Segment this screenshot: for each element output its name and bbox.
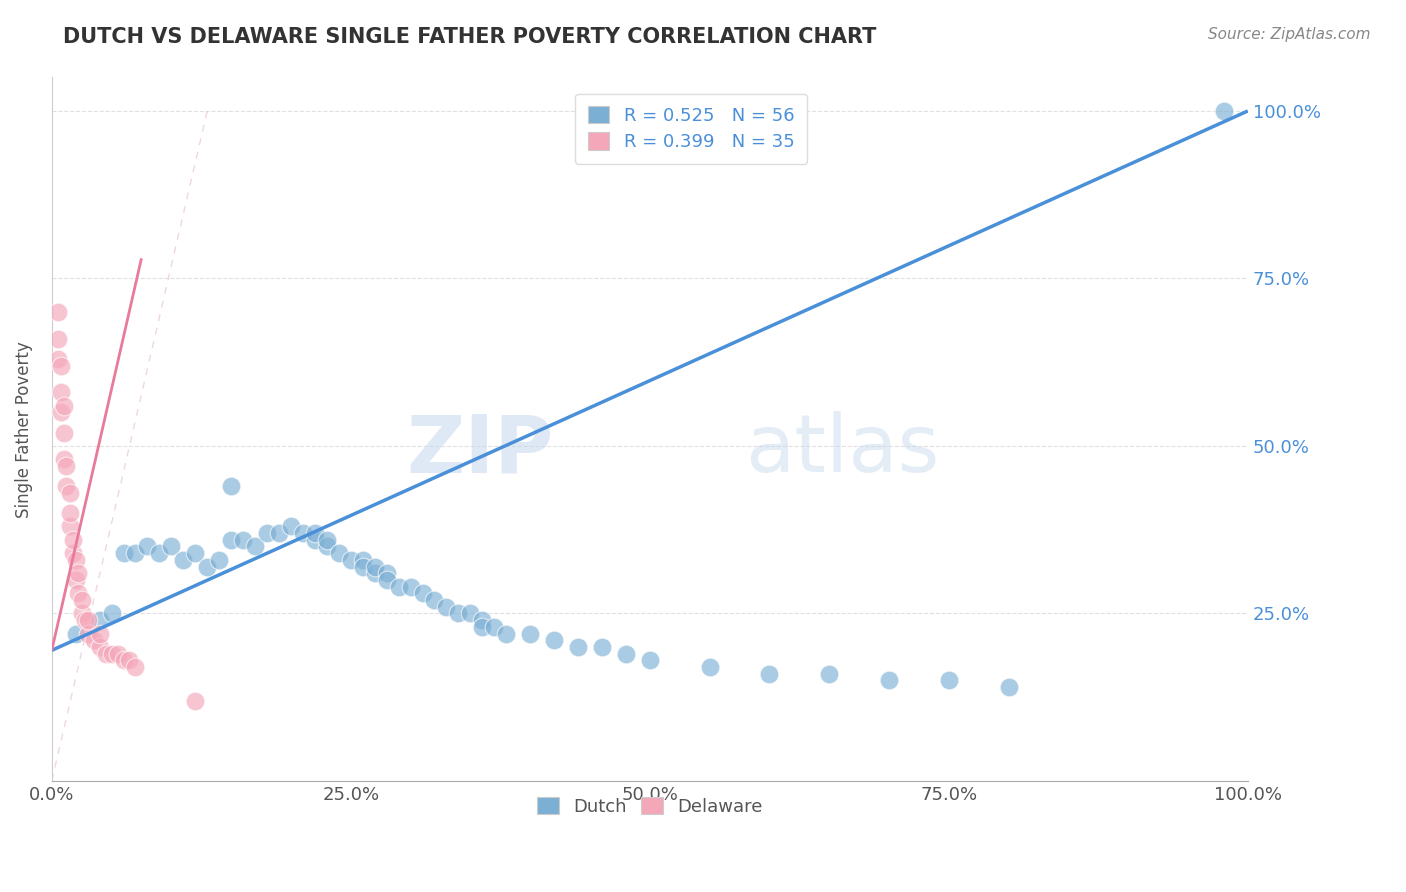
- Point: [89, 640, 111, 654]
- Point: [412, 586, 434, 600]
- Point: [567, 640, 589, 654]
- Point: [160, 540, 183, 554]
- Point: [423, 593, 446, 607]
- Point: [148, 546, 170, 560]
- Point: [55, 459, 77, 474]
- Point: [67, 586, 90, 600]
- Point: [89, 613, 111, 627]
- Point: [76, 613, 98, 627]
- Point: [339, 553, 361, 567]
- Point: [62, 546, 84, 560]
- Point: [59, 486, 82, 500]
- Point: [352, 559, 374, 574]
- Point: [1212, 103, 1234, 118]
- Point: [219, 479, 242, 493]
- Point: [699, 660, 721, 674]
- Point: [195, 559, 218, 574]
- Point: [460, 607, 482, 621]
- Point: [51, 405, 73, 419]
- Point: [519, 626, 541, 640]
- Point: [112, 653, 135, 667]
- Point: [591, 640, 613, 654]
- Point: [89, 626, 111, 640]
- Text: ZIP: ZIP: [406, 411, 554, 490]
- Point: [304, 533, 326, 547]
- Point: [70, 607, 93, 621]
- Point: [352, 553, 374, 567]
- Point: [638, 653, 661, 667]
- Point: [124, 546, 146, 560]
- Point: [65, 573, 87, 587]
- Point: [543, 633, 565, 648]
- Point: [76, 626, 98, 640]
- Legend: Dutch, Delaware: Dutch, Delaware: [529, 788, 772, 825]
- Point: [328, 546, 350, 560]
- Text: Source: ZipAtlas.com: Source: ZipAtlas.com: [1208, 27, 1371, 42]
- Point: [52, 399, 75, 413]
- Point: [208, 553, 231, 567]
- Point: [55, 479, 77, 493]
- Point: [304, 526, 326, 541]
- Point: [484, 620, 506, 634]
- Point: [65, 626, 87, 640]
- Point: [267, 526, 290, 541]
- Point: [59, 519, 82, 533]
- Point: [388, 580, 411, 594]
- Point: [447, 607, 470, 621]
- Y-axis label: Single Father Poverty: Single Father Poverty: [15, 341, 32, 517]
- Point: [70, 593, 93, 607]
- Point: [818, 666, 841, 681]
- Point: [315, 540, 337, 554]
- Point: [471, 613, 494, 627]
- Point: [363, 559, 385, 574]
- Point: [112, 546, 135, 560]
- Point: [280, 519, 302, 533]
- Point: [758, 666, 780, 681]
- Point: [938, 673, 960, 688]
- Point: [62, 533, 84, 547]
- Point: [495, 626, 517, 640]
- Point: [46, 332, 69, 346]
- Point: [52, 452, 75, 467]
- Point: [219, 533, 242, 547]
- Point: [107, 647, 129, 661]
- Point: [375, 573, 398, 587]
- Point: [172, 553, 194, 567]
- Point: [75, 613, 97, 627]
- Point: [614, 647, 637, 661]
- Point: [46, 351, 69, 366]
- Point: [315, 533, 337, 547]
- Point: [136, 540, 159, 554]
- Point: [471, 620, 494, 634]
- Text: atlas: atlas: [745, 411, 939, 490]
- Point: [46, 305, 69, 319]
- Point: [436, 599, 458, 614]
- Point: [59, 506, 82, 520]
- Point: [256, 526, 278, 541]
- Point: [184, 546, 207, 560]
- Point: [100, 607, 122, 621]
- Point: [232, 533, 254, 547]
- Point: [67, 566, 90, 581]
- Point: [877, 673, 900, 688]
- Point: [243, 540, 266, 554]
- Point: [291, 526, 314, 541]
- Point: [51, 385, 73, 400]
- Point: [100, 647, 122, 661]
- Point: [399, 580, 422, 594]
- Point: [184, 693, 207, 707]
- Point: [118, 653, 141, 667]
- Point: [363, 566, 385, 581]
- Point: [124, 660, 146, 674]
- Point: [51, 359, 73, 373]
- Point: [997, 680, 1019, 694]
- Point: [52, 425, 75, 440]
- Text: DUTCH VS DELAWARE SINGLE FATHER POVERTY CORRELATION CHART: DUTCH VS DELAWARE SINGLE FATHER POVERTY …: [63, 27, 877, 46]
- Point: [65, 553, 87, 567]
- Point: [375, 566, 398, 581]
- Point: [94, 647, 117, 661]
- Point: [83, 633, 105, 648]
